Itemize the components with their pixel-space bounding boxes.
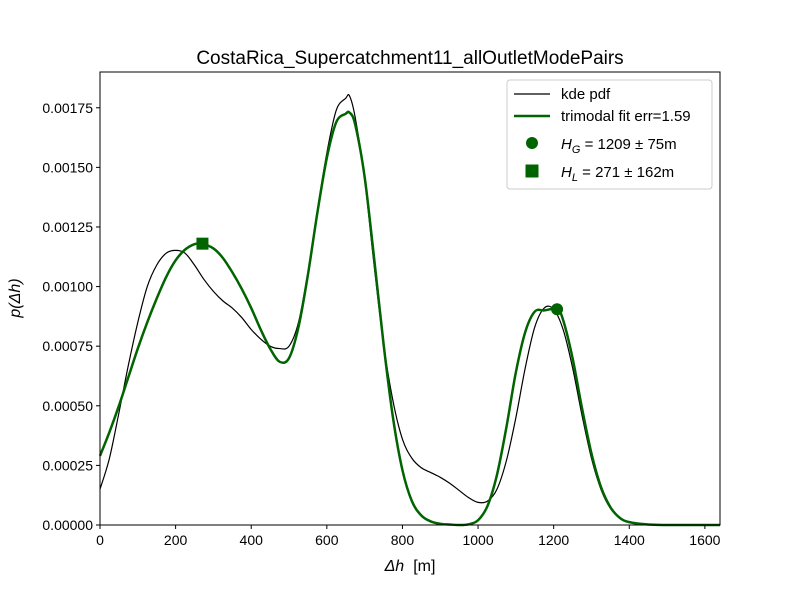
chart-title: CostaRica_Supercatchment11_allOutletMode… <box>196 48 623 69</box>
x-tick-label: 600 <box>315 532 339 548</box>
legend-marker-hg <box>526 137 538 149</box>
x-tick-label: 400 <box>240 532 264 548</box>
y-axis-title: p(Δh) <box>7 278 24 318</box>
legend-marker-hl <box>525 164 539 178</box>
x-axis-symbol: Δh <box>384 558 405 575</box>
x-tick-label: 200 <box>164 532 188 548</box>
x-axis-unit: [m] <box>413 558 435 575</box>
y-tick-label: 0.00150 <box>42 159 93 175</box>
legend-label-kde: kde pdf <box>561 86 611 103</box>
y-tick-label: 0.00125 <box>42 219 93 235</box>
legend-box <box>506 79 713 190</box>
y-tick-label: 0.00050 <box>42 398 93 414</box>
y-tick-label: 0.00000 <box>42 517 93 533</box>
legend-label-hl: HL = 271 ± 162m <box>561 164 674 184</box>
y-tick-label: 0.00175 <box>42 100 93 116</box>
legend: kde pdf trimodal fit err=1.59 HG = 1209 … <box>506 79 713 190</box>
marker-h-l <box>196 237 209 250</box>
x-axis: 0 200 400 600 800 1000 1200 1400 1600 <box>96 525 721 548</box>
x-tick-label: 1000 <box>462 532 493 548</box>
plot-frame <box>99 71 721 526</box>
series-line-1 <box>98 110 720 527</box>
y-tick-label: 0.00100 <box>42 279 93 295</box>
y-tick-label: 0.00025 <box>42 457 93 473</box>
y-tick-label: 0.00075 <box>42 338 93 354</box>
legend-label-hg: HG = 1209 ± 75m <box>561 136 677 156</box>
marker-h-g <box>551 303 564 316</box>
x-axis-title: Δh [m] <box>384 558 436 575</box>
y-axis: 0.00000 0.00025 0.00050 0.00075 0.00100 0.001… <box>42 100 100 533</box>
x-tick-label: 800 <box>391 532 415 548</box>
plot-lines <box>98 93 721 527</box>
legend-label-fit: trimodal fit err=1.59 <box>561 108 691 125</box>
x-tick-label: 1400 <box>614 532 645 548</box>
x-tick-label: 1600 <box>689 532 720 548</box>
plot-markers <box>196 237 564 316</box>
x-tick-label: 1200 <box>538 532 569 548</box>
x-tick-label: 0 <box>96 532 104 548</box>
